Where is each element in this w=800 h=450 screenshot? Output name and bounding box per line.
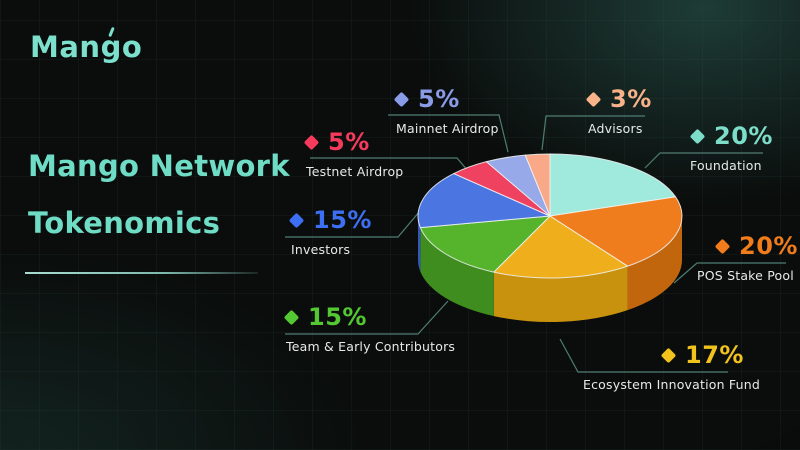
callout-label: Investors xyxy=(291,242,351,257)
diamond-bullet-icon xyxy=(288,212,305,228)
diamond-bullet-icon xyxy=(303,134,320,150)
callout-investors: 15% Investors xyxy=(288,205,372,257)
diamond-bullet-icon xyxy=(393,91,410,107)
callout-value-row: 15% xyxy=(288,205,372,235)
callout-value-row: 20% xyxy=(714,231,798,261)
callout-percentage: 3% xyxy=(610,85,652,113)
callout-label: Foundation xyxy=(690,158,762,173)
callout-testnet-airdrop: 5% Testnet Airdrop xyxy=(303,127,404,179)
callout-label: Testnet Airdrop xyxy=(306,164,404,179)
callout-label: Advisors xyxy=(588,121,643,136)
callout-label: Ecosystem Innovation Fund xyxy=(583,377,761,392)
diamond-bullet-icon xyxy=(283,309,300,325)
callout-percentage: 20% xyxy=(739,232,798,260)
callout-percentage: 5% xyxy=(328,128,370,156)
callout-percentage: 17% xyxy=(685,341,744,369)
callout-percentage: 20% xyxy=(714,122,773,150)
diamond-bullet-icon xyxy=(660,347,677,363)
callout-mainnet-airdrop: 5% Mainnet Airdrop xyxy=(393,84,499,136)
callout-foundation: 20% Foundation xyxy=(689,121,773,173)
callout-value-row: 5% xyxy=(393,84,499,114)
callout-value-row: 3% xyxy=(585,84,652,114)
callout-ecosystem-innovation-fund: 17% Ecosystem Innovation Fund xyxy=(583,340,760,392)
callout-value-row: 17% xyxy=(660,340,760,370)
diamond-bullet-icon xyxy=(585,91,602,107)
callout-percentage: 15% xyxy=(313,206,372,234)
callout-label: POS Stake Pool xyxy=(697,268,794,283)
callout-pos-stake-pool: 20% POS Stake Pool xyxy=(697,231,798,283)
pie-top-faces xyxy=(417,153,683,279)
callout-percentage: 15% xyxy=(308,303,367,331)
callout-value-row: 15% xyxy=(283,302,455,332)
callout-team-early-contributors: 15% Team & Early Contributors xyxy=(283,302,456,354)
diamond-bullet-icon xyxy=(714,238,731,254)
callout-label: Team & Early Contributors xyxy=(286,339,456,354)
callout-advisors: 3% Advisors xyxy=(585,84,652,136)
callout-value-row: 20% xyxy=(689,121,773,151)
callout-label: Mainnet Airdrop xyxy=(396,121,499,136)
callout-value-row: 5% xyxy=(303,127,403,157)
callout-percentage: 5% xyxy=(418,85,460,113)
diamond-bullet-icon xyxy=(689,128,706,144)
